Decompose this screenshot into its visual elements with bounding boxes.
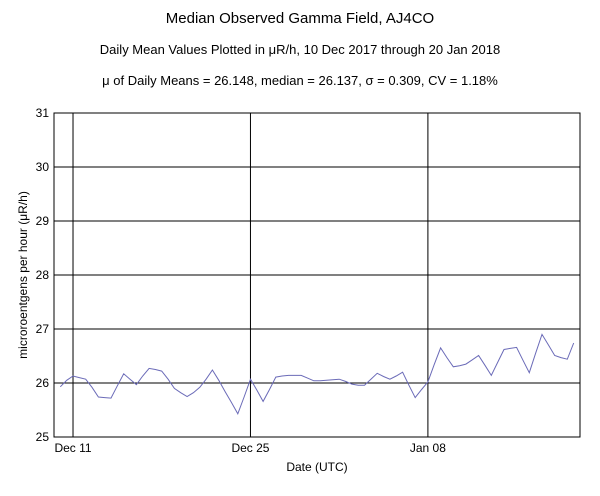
series-line	[59, 333, 575, 415]
plot-frame	[53, 112, 581, 438]
y-tick-label: 31	[36, 106, 50, 120]
y-tick-label: 29	[36, 214, 50, 228]
x-axis-label: Date (UTC)	[286, 460, 347, 474]
chart-title: Median Observed Gamma Field, AJ4CO	[165, 10, 435, 27]
y-tick-label: 28	[36, 268, 50, 282]
y-tick-labels: 25 26 27 28 29 30 31	[36, 106, 50, 444]
y-tick-label: 25	[36, 430, 50, 444]
x-tick-label: Dec 25	[231, 441, 269, 455]
y-tick-label: 27	[36, 322, 50, 336]
x-tick-labels: Dec 11 Dec 25 Jan 08	[54, 441, 446, 455]
x-tick-label: Dec 11	[54, 441, 91, 455]
chart-subtitle: Daily Mean Values Plotted in μR/h, 10 De…	[99, 42, 501, 57]
series-layer	[59, 333, 575, 415]
y-tick-label: 30	[36, 160, 50, 174]
y-axis-label: microroentgens per hour (μR/h)	[16, 191, 30, 359]
y-tick-label: 26	[36, 376, 50, 390]
chart-stats: μ of Daily Means = 26.148, median = 26.1…	[102, 73, 498, 88]
grid	[54, 112, 580, 438]
x-tick-label: Jan 08	[410, 441, 446, 455]
